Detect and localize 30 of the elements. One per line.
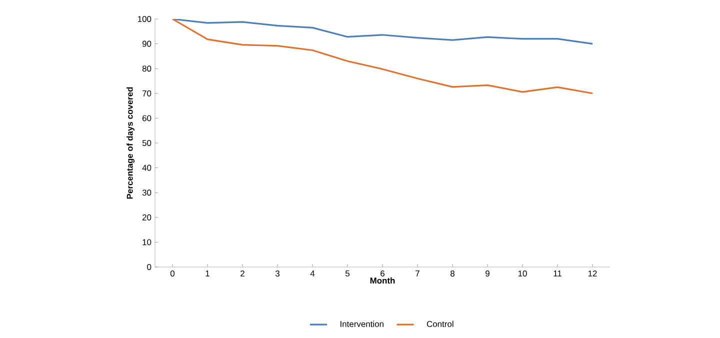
- x-tick-label: 12: [588, 270, 597, 276]
- y-tick-label: 40: [142, 164, 152, 171]
- x-tick-label: 6: [380, 270, 384, 277]
- line-series: [172, 18, 594, 94]
- y-tick-label: 30: [142, 190, 152, 196]
- legend-label: Control: [426, 320, 454, 327]
- x-tick-label: 9: [486, 270, 490, 277]
- y-tick-label: 70: [142, 90, 152, 96]
- line-series: [172, 18, 594, 45]
- x-tick-label: 2: [240, 270, 244, 276]
- x-axis-title: Month: [370, 277, 395, 284]
- x-tick-label: 10: [518, 270, 527, 277]
- legend-label: Intervention: [340, 320, 384, 327]
- x-tick-label: 8: [450, 270, 454, 277]
- x-tick-label: 4: [310, 270, 315, 276]
- x-tick-label: 11: [554, 270, 562, 276]
- x-tick-label: 1: [206, 270, 210, 276]
- x-tick-label: 5: [345, 270, 350, 276]
- x-tick-label: 3: [275, 270, 280, 277]
- y-tick-label: 80: [142, 66, 152, 72]
- x-tick-label: 7: [416, 270, 420, 276]
- x-tick-label: 0: [170, 270, 175, 277]
- y-tick-label: 20: [142, 214, 152, 220]
- y-tick-label: 60: [142, 115, 152, 122]
- y-tick-label: 10: [142, 239, 152, 246]
- y-tick-label: 0: [147, 264, 152, 270]
- y-tick-label: 100: [138, 16, 152, 22]
- y-tick-label: 50: [142, 140, 152, 146]
- y-axis-title: Percentage of days covered: [126, 87, 134, 199]
- y-tick-label: 90: [142, 40, 152, 47]
